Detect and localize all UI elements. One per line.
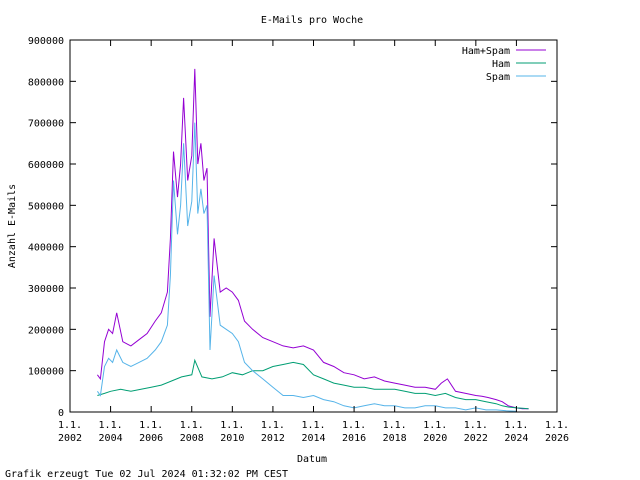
x-tick-label-day: 1.1.: [139, 420, 163, 431]
series-line-ham: [97, 358, 529, 410]
x-tick-label-day: 1.1.: [423, 420, 447, 431]
x-tick-label-year: 2006: [139, 433, 163, 444]
y-tick-label: 0: [58, 408, 64, 419]
y-tick-label: 500000: [28, 201, 64, 212]
x-tick-label-year: 2002: [58, 433, 82, 444]
x-tick-label-year: 2020: [423, 433, 447, 444]
x-axis: 1.1. 2002 1.1. 2004 1.1. 2006 1.1. 2008 1.1. 2010…: [58, 40, 569, 444]
y-tick-label: 200000: [28, 325, 64, 336]
legend-label: Ham: [492, 59, 510, 70]
y-tick-label: 700000: [28, 119, 64, 130]
y-axis-label: Anzahl E-Mails: [7, 184, 18, 268]
x-tick-label-day: 1.1.: [342, 420, 366, 431]
plot-frame: [69, 39, 558, 413]
x-tick-label-year: 2010: [220, 433, 244, 444]
y-tick-label: 600000: [28, 160, 64, 171]
chart-title: E-Mails pro Woche: [261, 15, 363, 26]
x-tick-label-year: 2022: [464, 433, 488, 444]
series-line-spam: [96, 122, 517, 412]
x-tick-label-day: 1.1.: [220, 420, 244, 431]
x-tick-label-day: 1.1.: [261, 420, 285, 431]
y-tick-label: 400000: [28, 243, 64, 254]
y-tick-label: 800000: [28, 77, 64, 88]
x-tick-label-year: 2008: [180, 433, 204, 444]
footer-timestamp: Grafik erzeugt Tue 02 Jul 2024 01:32:02 …: [5, 469, 288, 480]
x-tick-label-day: 1.1.: [464, 420, 488, 431]
legend: Ham+Spam Ham Spam: [462, 46, 546, 83]
legend-label: Ham+Spam: [462, 46, 510, 57]
y-tick-label: 900000: [28, 36, 64, 47]
x-tick-label-year: 2018: [383, 433, 407, 444]
y-tick-label: 300000: [28, 284, 64, 295]
x-tick-label-year: 2014: [301, 433, 325, 444]
y-tick-label: 100000: [28, 367, 64, 378]
x-tick-label-day: 1.1.: [99, 420, 123, 431]
x-tick-label-day: 1.1.: [180, 420, 204, 431]
legend-label: Spam: [486, 72, 510, 83]
x-tick-label-day: 1.1.: [383, 420, 407, 431]
x-tick-label-year: 2026: [545, 433, 569, 444]
x-tick-label-year: 2012: [261, 433, 285, 444]
y-axis: 0 100000 200000 300000 400000 500000 600000 700…: [28, 36, 557, 419]
series-line-ham-spam: [96, 68, 529, 410]
x-tick-label-year: 2004: [99, 433, 123, 444]
x-axis-label: Datum: [297, 454, 327, 465]
x-tick-label-day: 1.1.: [504, 420, 528, 431]
x-tick-label-day: 1.1.: [301, 420, 325, 431]
x-tick-label-year: 2016: [342, 433, 366, 444]
x-tick-label-year: 2024: [504, 433, 528, 444]
plot-lines: [96, 68, 529, 412]
x-tick-label-day: 1.1.: [545, 420, 569, 431]
x-tick-label-day: 1.1.: [58, 420, 82, 431]
